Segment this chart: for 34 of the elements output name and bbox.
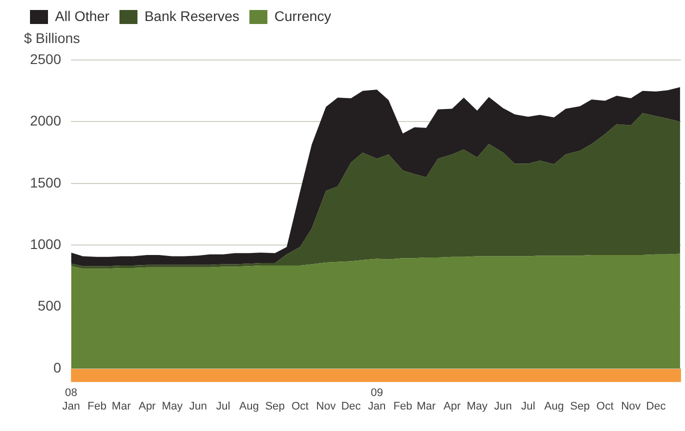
legend-label: All Other xyxy=(55,8,110,24)
y-axis-title: $ Billions xyxy=(24,30,80,46)
x-tick-label: Jul xyxy=(521,400,536,412)
legend-label: Bank Reserves xyxy=(144,8,240,24)
x-tick-label: Nov xyxy=(316,400,336,412)
x-tick-label: Oct xyxy=(291,400,309,412)
x-tick-label: Mar xyxy=(112,400,132,412)
x-tick-label: Jul xyxy=(216,400,230,412)
x-tick-label: 08 Jan xyxy=(62,387,80,412)
y-tick-label: 1000 xyxy=(30,236,62,252)
y-tick-label: 0 xyxy=(53,359,62,376)
x-tick-label: 09 Jan xyxy=(368,387,386,412)
legend-label: Currency xyxy=(274,8,332,24)
x-tick-label: Apr xyxy=(138,400,156,412)
x-tick-label: Jun xyxy=(494,400,512,412)
x-tick-label: Feb xyxy=(88,400,107,412)
x-tick-label: Apr xyxy=(444,400,461,412)
x-tick-label: May xyxy=(466,400,488,412)
y-tick-label: 2000 xyxy=(30,112,62,129)
x-tick-label: Nov xyxy=(621,400,642,412)
x-tick-label: Aug xyxy=(544,400,564,412)
y-tick-label: 1500 xyxy=(30,174,62,190)
y-tick-label: 2500 xyxy=(30,50,62,67)
x-tick-label: Sep xyxy=(265,400,285,412)
x-tick-label: Mar xyxy=(416,400,436,412)
x-tick-label: Sep xyxy=(570,400,590,412)
x-tick-label: Aug xyxy=(239,400,259,412)
x-tick-label: Feb xyxy=(393,400,412,412)
x-tick-label: Dec xyxy=(646,400,666,412)
x-tick-label: May xyxy=(162,400,184,412)
x-tick-label: Oct xyxy=(596,400,614,412)
x-tick-label: Dec xyxy=(341,400,362,412)
x-tick-label: Jun xyxy=(189,400,208,412)
y-tick-label: 500 xyxy=(38,298,62,314)
